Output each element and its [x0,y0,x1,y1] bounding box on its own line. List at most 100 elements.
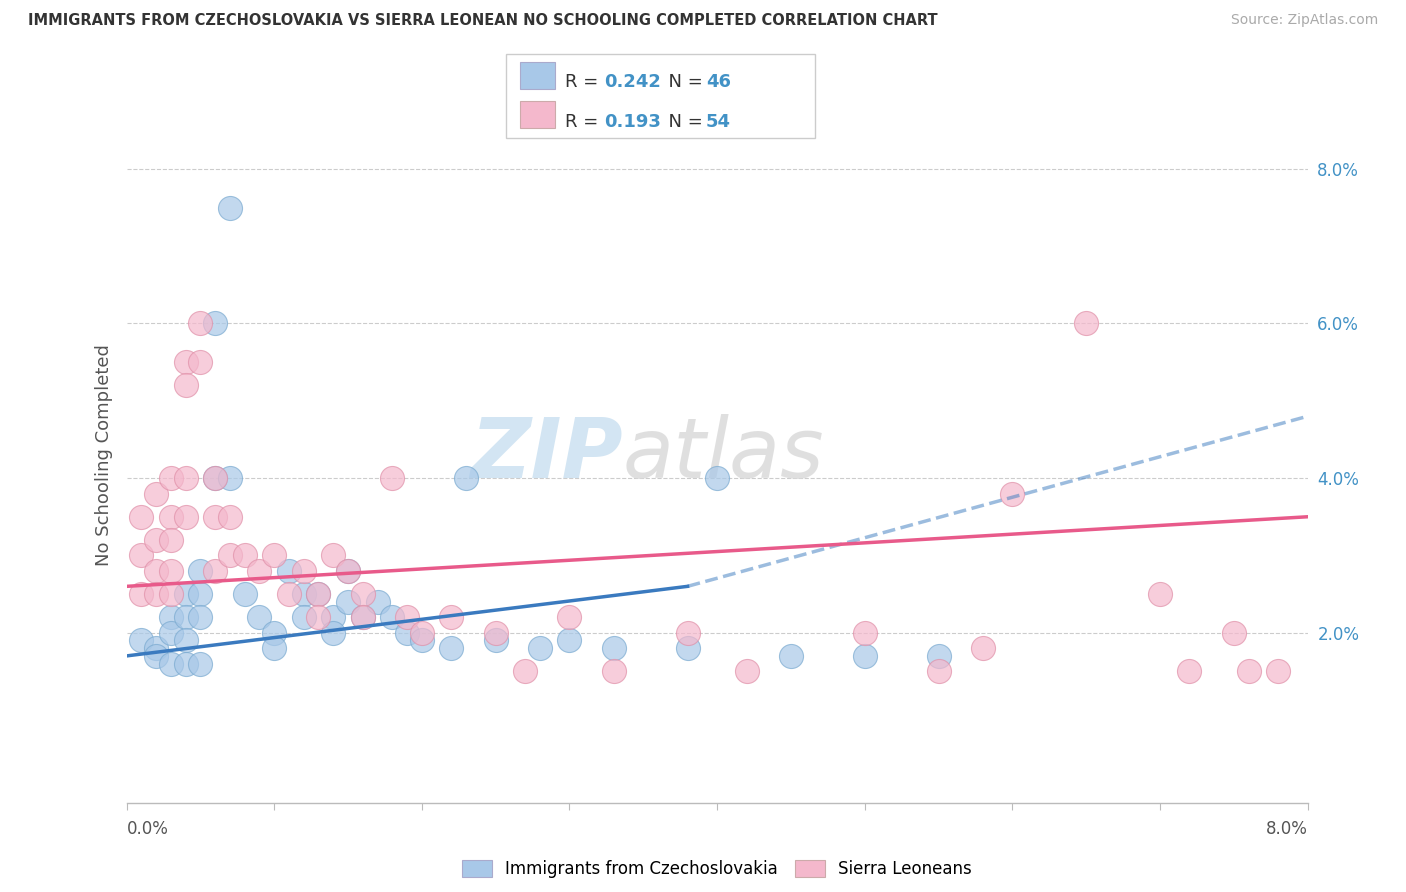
Point [381,610,404,624]
Point [322,549,344,563]
Point [174,509,197,524]
Point [515,665,537,679]
Point [278,587,301,601]
Point [1149,587,1171,601]
Point [1267,665,1289,679]
Point [972,641,994,656]
Point [174,610,197,624]
Point [188,355,211,369]
Point [484,633,508,648]
Point [188,587,211,601]
Point [1222,625,1246,640]
Point [396,610,419,624]
Text: R =: R = [565,73,605,91]
Point [337,564,360,578]
Point [129,587,153,601]
Point [292,610,315,624]
Point [307,587,329,601]
Point [440,610,463,624]
Point [322,625,344,640]
Point [174,587,197,601]
Text: 8.0%: 8.0% [1265,820,1308,838]
Point [129,549,153,563]
Point [145,564,167,578]
Point [411,625,433,640]
Point [160,625,183,640]
Point [603,665,626,679]
Point [1178,665,1201,679]
Point [352,587,374,601]
Point [292,564,315,578]
Point [558,610,581,624]
Point [247,610,270,624]
Point [188,317,211,331]
Point [352,610,374,624]
Point [204,471,226,485]
Point [484,625,508,640]
Point [174,355,197,369]
Point [145,641,167,656]
Point [174,471,197,485]
Point [204,509,226,524]
Point [307,610,329,624]
Point [204,471,226,485]
Point [337,564,360,578]
Point [188,610,211,624]
Text: Source: ZipAtlas.com: Source: ZipAtlas.com [1230,13,1378,28]
Point [292,587,315,601]
Point [322,610,344,624]
Point [219,201,242,215]
Point [779,648,801,663]
Point [160,509,183,524]
Point [204,564,226,578]
Point [307,587,329,601]
Point [129,633,153,648]
Point [853,648,876,663]
Text: N =: N = [657,113,709,131]
Point [247,564,270,578]
Point [676,641,699,656]
Point [411,633,433,648]
Point [706,471,728,485]
Point [219,549,242,563]
Point [219,509,242,524]
Legend: Immigrants from Czechoslovakia, Sierra Leoneans: Immigrants from Czechoslovakia, Sierra L… [456,854,979,885]
Point [396,625,419,640]
Point [160,564,183,578]
Point [928,648,950,663]
Point [160,610,183,624]
Point [1237,665,1260,679]
Point [366,595,388,609]
Point [263,641,285,656]
Point [352,610,374,624]
Point [160,471,183,485]
Text: 0.193: 0.193 [605,113,661,131]
Point [233,549,256,563]
Point [145,587,167,601]
Text: 46: 46 [706,73,731,91]
Point [233,587,256,601]
Point [263,625,285,640]
Point [278,564,301,578]
Point [603,641,626,656]
Point [529,641,551,656]
Point [337,595,360,609]
Point [160,587,183,601]
Text: N =: N = [657,73,709,91]
Text: R =: R = [565,113,605,131]
Point [1076,317,1098,331]
Point [188,564,211,578]
Point [160,657,183,671]
Point [174,633,197,648]
Point [145,533,167,547]
Text: ZIP: ZIP [470,415,623,495]
Point [204,317,226,331]
Point [129,509,153,524]
Point [853,625,876,640]
Text: 0.242: 0.242 [605,73,661,91]
Point [454,471,477,485]
Point [145,486,167,500]
Text: IMMIGRANTS FROM CZECHOSLOVAKIA VS SIERRA LEONEAN NO SCHOOLING COMPLETED CORRELAT: IMMIGRANTS FROM CZECHOSLOVAKIA VS SIERRA… [28,13,938,29]
Point [735,665,758,679]
Point [440,641,463,656]
